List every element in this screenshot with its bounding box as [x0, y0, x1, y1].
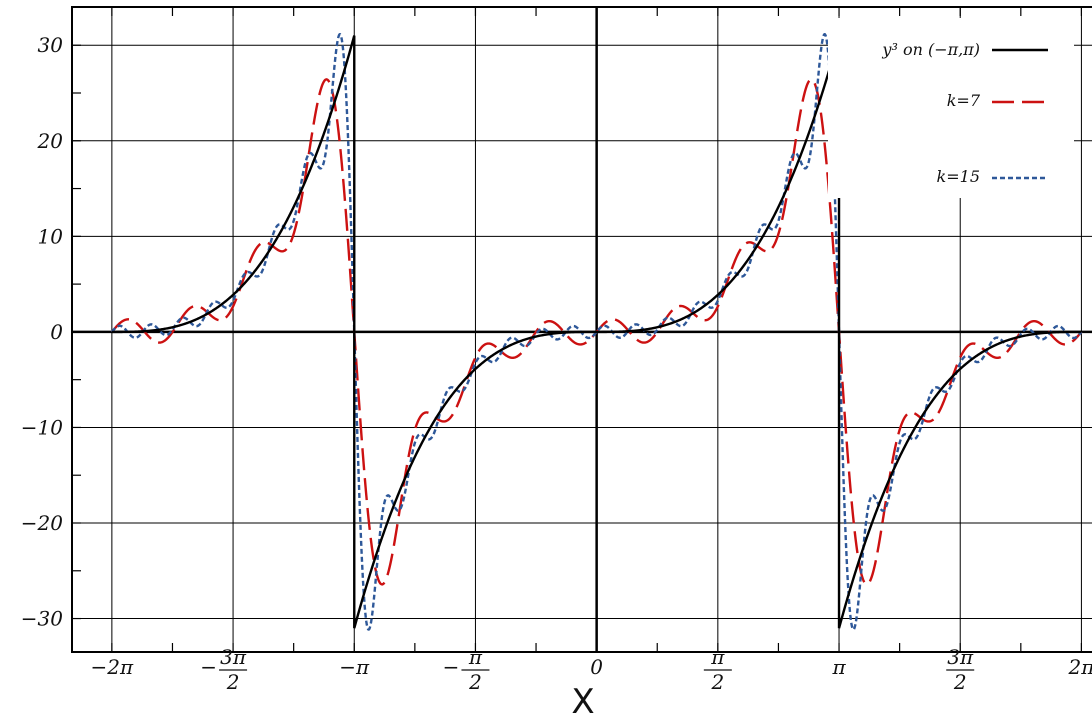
x-axis-label: X	[571, 682, 594, 722]
x-tick-denominator: 2	[710, 670, 724, 694]
x-tick-label: −2π	[91, 655, 134, 679]
x-tick-minus: −	[200, 655, 217, 679]
x-tick-numerator: 3π	[947, 645, 974, 669]
y-tick-labels: 30 20 10 0 −10 −20 −30	[21, 33, 63, 630]
y-tick-label: 30	[38, 33, 64, 57]
x-tick-label: π	[831, 655, 846, 679]
y-tick-label: −20	[21, 511, 63, 535]
x-tick-denominator: 2	[226, 670, 240, 694]
series-group	[110, 32, 1083, 631]
x-tick-numerator: π	[710, 645, 725, 669]
x-tick-denominator: 2	[953, 670, 967, 694]
y-tick-label: 10	[38, 224, 64, 248]
legend-label-k15: k=15	[937, 167, 980, 186]
x-tick-label: −π	[339, 655, 370, 679]
x-tick-label: 2π	[1067, 655, 1092, 679]
x-tick-numerator: 3π	[220, 645, 247, 669]
minor-ticks	[72, 7, 1083, 652]
y-tick-label: 0	[50, 320, 63, 344]
y-tick-label: 20	[37, 129, 64, 153]
series-line-k15	[110, 32, 1083, 631]
series-line-exact	[111, 35, 1082, 629]
y-tick-label: −30	[21, 607, 63, 631]
y-tick-label: −10	[21, 415, 63, 439]
x-tick-denominator: 2	[468, 670, 482, 694]
x-tick-numerator: π	[468, 645, 483, 669]
legend-label-k7: k=7	[947, 91, 981, 110]
legend-label-exact: y³ on (−π,π)	[881, 40, 980, 59]
x-tick-label: 0	[590, 655, 603, 679]
legend-box	[828, 18, 1074, 198]
legend: y³ on (−π,π) k=7 k=15	[828, 18, 1074, 198]
plot-frame	[71, 6, 1092, 653]
x-tick-minus: −	[443, 655, 460, 679]
